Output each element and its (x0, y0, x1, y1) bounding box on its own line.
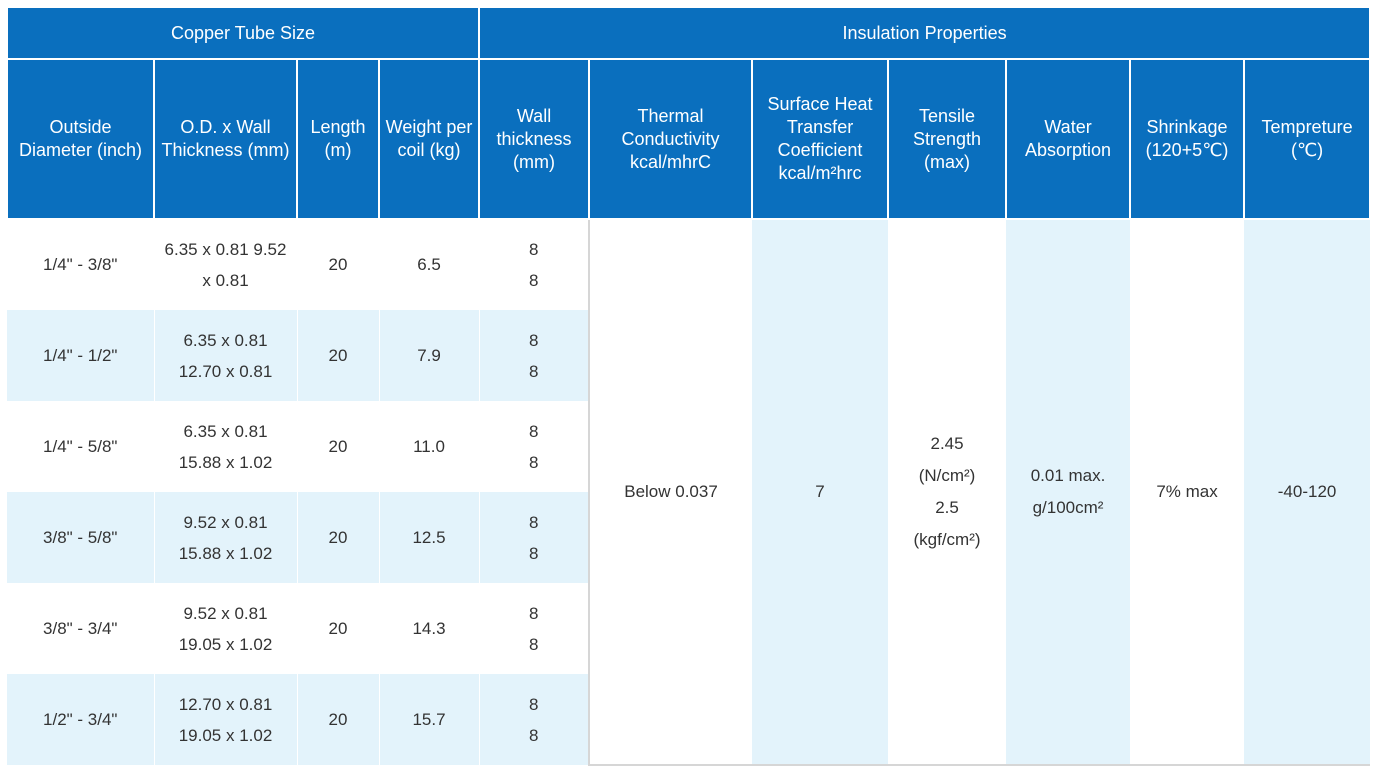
od-wall-line: 6.35 x 0.81 (183, 330, 268, 350)
group-header-copper-tube-size: Copper Tube Size (5, 6, 481, 60)
col-header-weight-per-coil: Weight per coil (kg) (377, 58, 481, 220)
water-absorption-line: 0.01 max. (1030, 466, 1106, 485)
weight-cell: 7.9 (379, 310, 480, 401)
surface-heat-transfer-value: 7 (752, 219, 889, 766)
tensile-line: 2.5 (935, 498, 959, 517)
col-header-length: Length (m) (296, 58, 380, 220)
temperature-value: -40-120 (1244, 219, 1371, 766)
length-cell: 20 (297, 310, 380, 401)
outside-diameter-cell: 1/4" - 5/8" (7, 401, 155, 492)
col-header-od-wall-thickness: O.D. x Wall Thickness (mm) (153, 58, 298, 220)
table-row: 1/4" - 3/8" 6.35 x 0.81 9.52 x 0.81 20 6.… (7, 219, 1371, 766)
outside-diameter-cell: 3/8" - 3/4" (7, 583, 155, 674)
od-wall-cell: 9.52 x 0.81 19.05 x 1.02 (154, 583, 298, 674)
od-wall-line: 6.35 x 0.81 (183, 421, 268, 441)
group-header-insulation-properties: Insulation Properties (478, 6, 1372, 60)
weight-cell: 15.7 (379, 674, 480, 765)
od-wall-line: 19.05 x 1.02 (178, 634, 273, 654)
col-header-water-absorption: Water Absorption (1005, 58, 1132, 220)
tensile-strength-value: 2.45 (N/cm²) 2.5 (kgf/cm²) (888, 219, 1007, 766)
specification-table: Copper Tube Size Insulation Properties O… (5, 6, 1372, 766)
wall-thickness-line: 8 (529, 240, 539, 259)
length-cell: 20 (297, 219, 380, 310)
length-cell: 20 (297, 674, 380, 765)
od-wall-line: 9.52 x 0.81 (183, 603, 268, 623)
wall-thickness-line: 8 (529, 452, 539, 472)
table-row: 1/4" - 5/8" 6.35 x 0.81 15.88 x 1.02 20 1… (7, 401, 1370, 492)
wall-thickness-line: 8 (529, 361, 539, 381)
od-wall-line: x 0.81 (202, 271, 249, 290)
outside-diameter-cell: 3/8" - 5/8" (7, 492, 155, 583)
od-wall-cell: 6.35 x 0.81 9.52 x 0.81 (154, 219, 298, 310)
od-wall-line: 12.70 x 0.81 (178, 361, 273, 381)
table-row: 1/4" - 1/2" 6.35 x 0.81 12.70 x 0.81 20 7… (7, 310, 1370, 401)
od-wall-cell: 9.52 x 0.81 15.88 x 1.02 (154, 492, 298, 583)
outside-diameter-cell: 1/4" - 1/2" (7, 310, 155, 401)
tensile-line: 2.45 (930, 434, 964, 453)
outside-diameter-cell: 1/2" - 3/4" (7, 674, 155, 765)
od-wall-line: 12.70 x 0.81 (178, 694, 273, 714)
water-absorption-line: g/100cm² (1032, 498, 1104, 517)
od-wall-cell: 6.35 x 0.81 12.70 x 0.81 (154, 310, 298, 401)
col-header-wall-thickness: Wall thickness (mm) (478, 58, 591, 220)
table-row: 3/8" - 5/8" 9.52 x 0.81 15.88 x 1.02 20 1… (7, 492, 1370, 583)
od-wall-line: 15.88 x 1.02 (178, 452, 273, 472)
col-header-surface-heat-transfer: Surface Heat Transfer Coefficient kcal/m… (751, 58, 890, 220)
wall-thickness-line: 8 (529, 725, 539, 745)
table-row: 1/2" - 3/4" 12.70 x 0.81 19.05 x 1.02 20 … (7, 674, 1370, 765)
tensile-line: (N/cm²) (918, 466, 976, 485)
weight-cell: 12.5 (379, 492, 480, 583)
weight-cell: 14.3 (379, 583, 480, 674)
water-absorption-value: 0.01 max. g/100cm² (1006, 219, 1131, 766)
col-header-shrinkage: Shrinkage (120+5℃) (1129, 58, 1246, 220)
od-wall-line: 15.88 x 1.02 (178, 543, 273, 563)
wall-thickness-line: 8 (529, 603, 539, 623)
thermal-conductivity-value: Below 0.037 (588, 219, 753, 766)
wall-thickness-line: 8 (529, 330, 539, 350)
weight-cell: 11.0 (379, 401, 480, 492)
length-cell: 20 (297, 583, 380, 674)
wall-thickness-line: 8 (529, 512, 539, 532)
table-row: 3/8" - 3/4" 9.52 x 0.81 19.05 x 1.02 20 1… (7, 583, 1370, 674)
wall-thickness-line: 8 (529, 271, 539, 290)
col-header-thermal-conductivity: Thermal Conductivity kcal/mhrC (588, 58, 754, 220)
shrinkage-value: 7% max (1130, 219, 1245, 766)
wall-thickness-line: 8 (529, 543, 539, 563)
od-wall-line: 6.35 x 0.81 9.52 (164, 240, 287, 259)
wall-thickness-line: 8 (529, 694, 539, 714)
length-cell: 20 (297, 401, 380, 492)
col-header-tensile-strength: Tensile Strength (max) (887, 58, 1008, 220)
od-wall-cell: 6.35 x 0.81 15.88 x 1.02 (154, 401, 298, 492)
od-wall-line: 9.52 x 0.81 (183, 512, 268, 532)
wall-thickness-line: 8 (529, 634, 539, 654)
length-cell: 20 (297, 492, 380, 583)
wall-thickness-line: 8 (529, 421, 539, 441)
outside-diameter-cell: 1/4" - 3/8" (7, 219, 155, 310)
od-wall-cell: 12.70 x 0.81 19.05 x 1.02 (154, 674, 298, 765)
col-header-temperature: Tempreture (℃) (1243, 58, 1372, 220)
tensile-line: (kgf/cm²) (913, 530, 981, 549)
col-header-outside-diameter: Outside Diameter (inch) (6, 58, 155, 220)
od-wall-line: 19.05 x 1.02 (178, 725, 273, 745)
weight-cell: 6.5 (379, 219, 480, 310)
